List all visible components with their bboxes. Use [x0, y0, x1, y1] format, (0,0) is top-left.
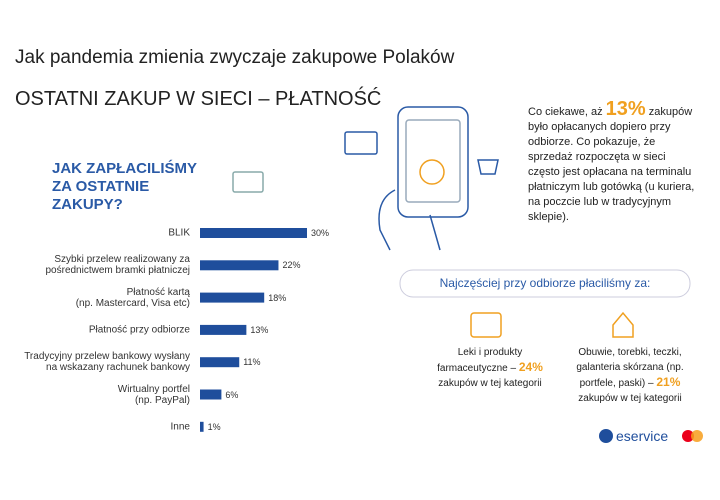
pharmacy-icon	[470, 312, 502, 338]
bar	[200, 357, 240, 368]
callout-highlight: 13%	[605, 98, 646, 120]
category-label: Wirtualny portfel (np. PayPal)	[117, 383, 190, 406]
hand	[378, 189, 441, 251]
section-item: Leki i produkty farmaceutyczne – 24% zak…	[425, 345, 555, 391]
title: Jak pandemia zmienia zwyczaje zakupowe P…	[15, 47, 455, 68]
value-label: 6%	[225, 389, 239, 400]
category-label: Płatność kartą (np. Mastercard, Visa etc…	[75, 286, 190, 309]
value-label: 13%	[250, 324, 269, 335]
section-pill	[399, 269, 691, 298]
mastercard-yellow	[691, 430, 703, 442]
bar	[200, 324, 247, 335]
phone	[397, 106, 469, 218]
value-label: 1%	[207, 421, 221, 432]
category-label: Tradycyjny przelew bankowy wysłany na ws…	[24, 351, 190, 374]
item-text: Leki i produkty farmaceutyczne –	[437, 347, 523, 374]
category-label: Płatność przy odbiorze	[88, 324, 190, 336]
mastercard-red	[682, 430, 694, 442]
phone-screen	[405, 119, 461, 203]
logo-mark	[599, 429, 613, 443]
subtitle: OSTATNI ZAKUP W SIECI – PŁATNOŚĆ	[15, 88, 382, 110]
item-text: zakupów w tej kategorii	[438, 378, 542, 389]
callout-text: zakupów było opłacanych dopiero przy odb…	[528, 106, 695, 223]
basket-icon	[477, 159, 499, 175]
section-item: Obuwie, torebki, teczki, galanteria skór…	[565, 345, 695, 406]
category-label: BLIK	[168, 227, 190, 239]
coin-icon	[419, 159, 445, 185]
wallet-icon	[232, 171, 264, 193]
section-title: Najczęściej przy odbiorze płaciliśmy za:	[439, 276, 651, 290]
value-label: 22%	[282, 260, 301, 271]
bag-icon	[612, 311, 634, 338]
callout-text: Co ciekawe, aż	[528, 106, 606, 118]
bar	[200, 421, 204, 432]
bar	[200, 228, 307, 238]
callout: Co ciekawe, aż 13% zakupów było opłacany…	[528, 99, 698, 225]
value-label: 11%	[243, 357, 261, 368]
bar	[200, 292, 265, 303]
value-label: 30%	[311, 228, 330, 238]
chart-title: JAK ZAPŁACILIŚMY ZA OSTATNIE ZAKUPY?	[52, 160, 198, 213]
item-highlight: 24%	[518, 360, 543, 374]
category-label: Inne	[170, 421, 190, 433]
card-icon	[344, 131, 378, 155]
item-highlight: 21%	[656, 375, 681, 389]
bar	[200, 260, 279, 271]
item-text: zakupów w tej kategorii	[578, 393, 682, 404]
item-text: Obuwie, torebki, teczki, galanteria skór…	[576, 347, 684, 389]
category-label: Szybki przelew realizowany za pośrednict…	[45, 254, 190, 277]
logo-text: eservice	[616, 428, 669, 444]
value-label: 18%	[268, 292, 287, 303]
bar	[200, 389, 222, 400]
